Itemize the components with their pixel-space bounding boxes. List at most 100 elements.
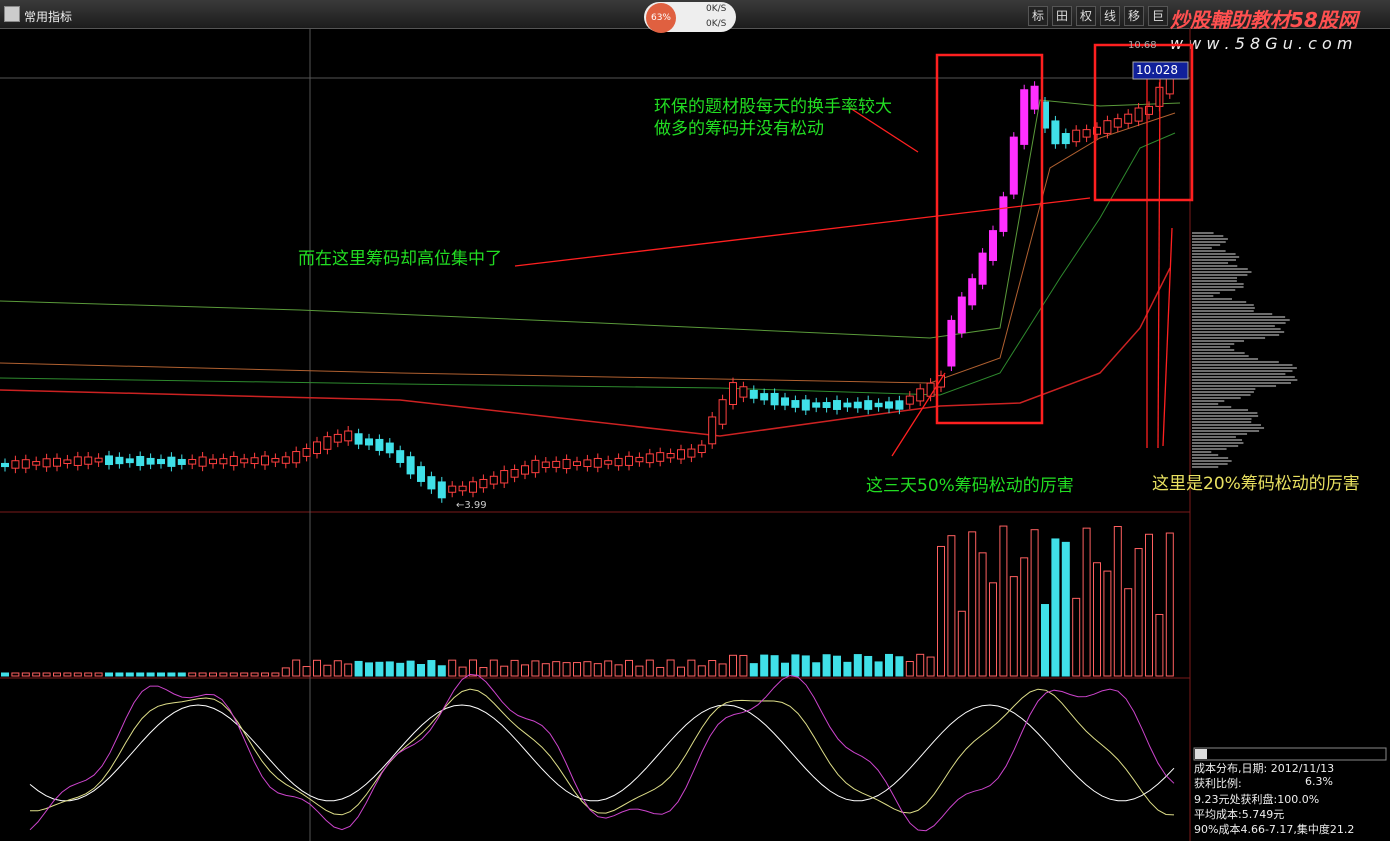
candle (157, 458, 165, 465)
volume-bar (916, 653, 925, 677)
volume-bar (1, 672, 9, 677)
volume-bar (427, 660, 436, 677)
watermark-url: w w w . 5 8 G u . c o m (1170, 34, 1353, 53)
candle (1072, 129, 1081, 143)
volume-bar (583, 661, 592, 677)
volume-bar (281, 667, 290, 677)
volume-bar (729, 654, 737, 677)
cd-profit-at-price: 9.23元处获利盘:100.0% (1194, 793, 1320, 806)
toolbar-button[interactable]: 移 (1124, 6, 1144, 26)
volume-bar (656, 666, 665, 677)
low-label: ←3.99 (456, 500, 487, 511)
candle (21, 459, 30, 469)
profit-fill (1195, 749, 1207, 759)
volume-bar (895, 656, 904, 677)
candle (427, 476, 436, 490)
candle (874, 402, 883, 408)
candle (926, 382, 935, 397)
volume-bar (500, 665, 509, 677)
candle (905, 395, 914, 405)
volume-bar (1051, 538, 1060, 677)
candle (770, 392, 779, 406)
candle (968, 278, 977, 306)
candle (417, 466, 425, 482)
volume-bar (697, 665, 706, 677)
volume-bar (313, 659, 321, 677)
cost-distribution-bars (1192, 232, 1298, 759)
volume-bar (822, 654, 831, 677)
indicator-menu[interactable]: 常用指标 (24, 10, 73, 24)
candle (313, 441, 321, 455)
volume-bar (510, 659, 519, 677)
candle (656, 452, 665, 462)
candle (999, 196, 1008, 232)
candle (281, 456, 290, 464)
volume-bar (261, 672, 269, 677)
candle (136, 455, 145, 467)
volume-bar (885, 653, 893, 677)
volume-bar (1072, 597, 1081, 677)
candle (1145, 105, 1153, 115)
volume-bar (73, 672, 82, 677)
candle (645, 453, 654, 464)
volume-bar (448, 659, 457, 677)
annotation: 这三天50%筹码松动的厉害 (866, 476, 1074, 496)
toolbar-button[interactable]: 巨 (1148, 6, 1168, 26)
volume-bar (801, 655, 810, 677)
candle (978, 252, 987, 285)
menu-icon[interactable] (4, 6, 20, 22)
volume-bar (687, 659, 696, 677)
volume-bar (385, 661, 394, 677)
cd-profit-ratio: 6.3% (1305, 775, 1333, 788)
candle (125, 458, 134, 464)
volume-bar (1113, 526, 1122, 677)
volume-bar (770, 655, 779, 677)
candle (677, 449, 685, 460)
volume-bar (604, 660, 613, 677)
volume-bar (229, 672, 238, 677)
candle (562, 458, 571, 470)
volume-bar (417, 664, 425, 677)
candle (385, 442, 394, 454)
candle (760, 393, 769, 401)
candle (885, 401, 893, 409)
candle (781, 397, 789, 406)
volume-bar (937, 545, 945, 677)
candle (261, 455, 269, 466)
candle (833, 400, 841, 410)
annotation: 这里是20%筹码松动的厉害 (1152, 474, 1360, 494)
volume-bar (292, 659, 301, 677)
chart-area (0, 28, 1387, 841)
candle (375, 438, 384, 451)
volume-bar (250, 672, 259, 677)
candle (406, 456, 415, 475)
volume-bar (926, 656, 935, 677)
volume-bar (812, 662, 821, 677)
volume-bar (1145, 533, 1153, 677)
frame (0, 28, 1191, 841)
candle (531, 459, 540, 474)
candle (198, 456, 207, 467)
candles (1, 65, 1174, 503)
volume-bar (1103, 570, 1112, 677)
candle (729, 382, 737, 405)
volume-bar (999, 525, 1008, 677)
toolbar-button[interactable]: 田 (1052, 6, 1072, 26)
candle (1103, 120, 1112, 134)
candle (489, 475, 498, 485)
candle (791, 400, 800, 408)
kdj-line (29, 704, 1175, 802)
cd-profit-label: 获利比例: (1194, 777, 1242, 790)
toolbar-button[interactable]: 标 (1028, 6, 1048, 26)
candle (437, 481, 446, 499)
volume-bar (209, 672, 217, 677)
volume-bar (562, 662, 571, 677)
volume-bar (1041, 604, 1049, 677)
candle (1030, 85, 1039, 110)
volume-bar (479, 667, 488, 677)
candle (219, 458, 228, 465)
ma-line (0, 267, 1171, 437)
toolbar-button[interactable]: 线 (1100, 6, 1120, 26)
toolbar-button[interactable]: 权 (1076, 6, 1096, 26)
candle (541, 461, 550, 469)
